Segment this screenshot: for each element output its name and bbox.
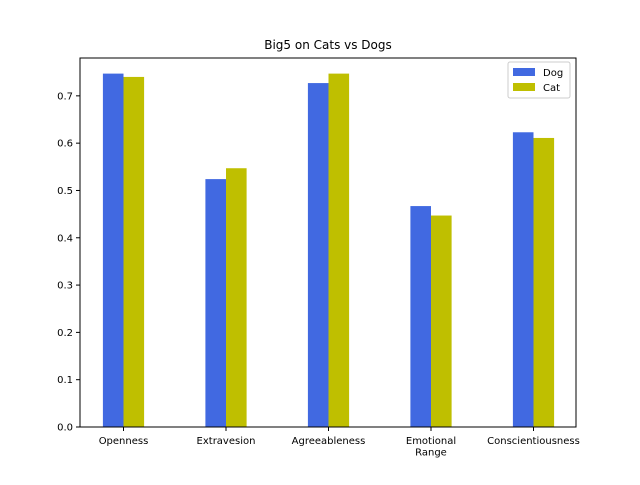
- y-tick-label: 0.2: [57, 328, 73, 339]
- legend-swatch-dog: [513, 68, 535, 76]
- bar-dog-2: [205, 179, 226, 427]
- bar-cat-4: [431, 215, 452, 427]
- bar-dog-4: [410, 206, 431, 427]
- x-tick-label: Emotional: [406, 436, 456, 447]
- bar-dog-3: [307, 83, 329, 428]
- chart-title: Big5 on Cats vs Dogs: [264, 38, 392, 52]
- x-tick-label: Extravesion: [197, 436, 256, 447]
- legend: Dog Cat: [507, 61, 571, 99]
- y-tick-label: 0.5: [57, 186, 73, 197]
- y-tick-label: 0.3: [57, 281, 73, 292]
- y-tick-label: 0.6: [57, 139, 73, 150]
- bar-dog-1: [102, 73, 124, 427]
- bar-cat-3: [328, 73, 350, 427]
- x-tick-label: Range: [415, 448, 447, 459]
- bar-dog-5: [512, 132, 534, 427]
- bar-cat-2: [226, 168, 247, 427]
- legend-label-dog: Dog: [543, 68, 563, 79]
- y-tick-label: 0.4: [57, 233, 73, 244]
- x-tick-label: Openness: [99, 436, 149, 447]
- bars-layer: [102, 73, 555, 428]
- bar-cat-5: [533, 137, 555, 427]
- axes-layer: 0.0 0.1 0.2 0.3 0.4 0.5 0.6 0.7 Openness Extraves…: [57, 57, 580, 459]
- y-tick-label: 0.0: [57, 423, 73, 434]
- x-tick-label: Agreeableness: [292, 436, 366, 447]
- legend-swatch-cat: [513, 83, 535, 91]
- y-tick-label: 0.1: [57, 375, 73, 386]
- x-tick-label: Conscientiousness: [487, 436, 580, 447]
- bar-cat-1: [123, 76, 145, 427]
- legend-label-cat: Cat: [543, 83, 560, 94]
- y-tick-label: 0.7: [57, 91, 73, 102]
